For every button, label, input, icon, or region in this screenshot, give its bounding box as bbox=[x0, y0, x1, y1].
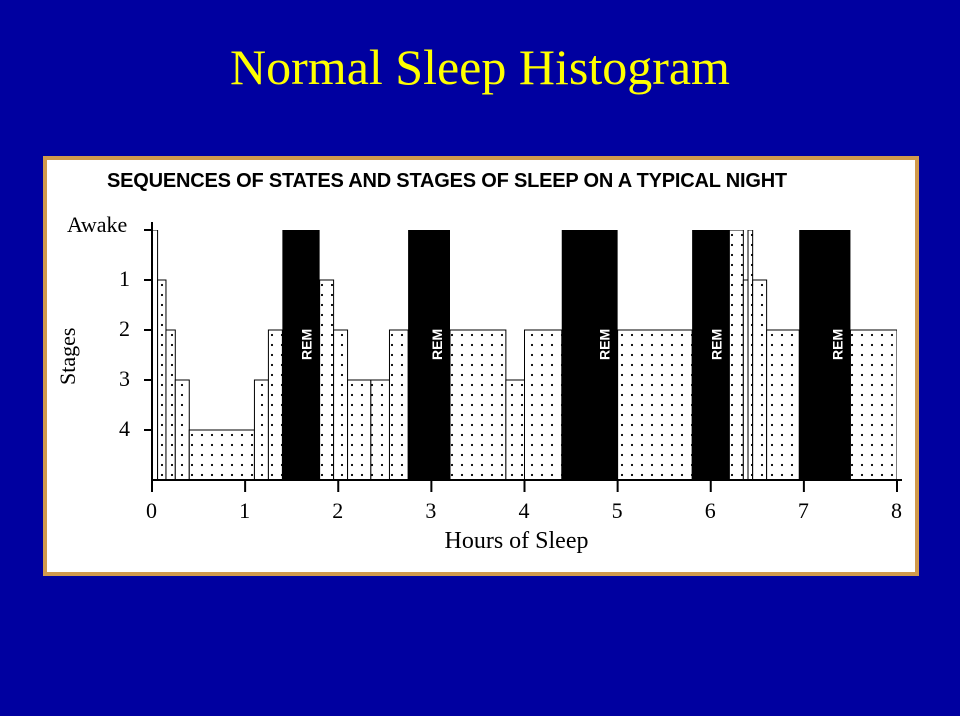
x-tick-label: 5 bbox=[612, 498, 623, 524]
x-tick-label: 7 bbox=[798, 498, 809, 524]
y-tick-label: 4 bbox=[119, 416, 130, 442]
y-tick-label: 2 bbox=[119, 316, 130, 342]
x-tick-label: 8 bbox=[891, 498, 902, 524]
rem-label: REM bbox=[597, 329, 613, 360]
y-tick-label: 1 bbox=[119, 266, 130, 292]
x-tick-label: 2 bbox=[332, 498, 343, 524]
rem-label: REM bbox=[829, 329, 845, 360]
rem-label: REM bbox=[429, 329, 445, 360]
x-tick-label: 6 bbox=[705, 498, 716, 524]
rem-label: REM bbox=[708, 329, 724, 360]
x-tick-label: 3 bbox=[425, 498, 436, 524]
hypnogram-chart-inner: SEQUENCES OF STATES AND STAGES OF SLEEP … bbox=[47, 160, 915, 572]
x-tick-label: 0 bbox=[146, 498, 157, 524]
hypnogram-plot-svg: REM REM REM REM REM bbox=[47, 160, 923, 580]
x-tick-label: 1 bbox=[239, 498, 250, 524]
slide-root: Normal Sleep Histogram SEQUENCES OF STAT… bbox=[0, 0, 960, 716]
y-tick-label: 3 bbox=[119, 366, 130, 392]
x-tick-label: 4 bbox=[519, 498, 530, 524]
rem-label: REM bbox=[299, 329, 315, 360]
hypnogram-chart-frame: SEQUENCES OF STATES AND STAGES OF SLEEP … bbox=[43, 156, 919, 576]
slide-title: Normal Sleep Histogram bbox=[0, 38, 960, 96]
